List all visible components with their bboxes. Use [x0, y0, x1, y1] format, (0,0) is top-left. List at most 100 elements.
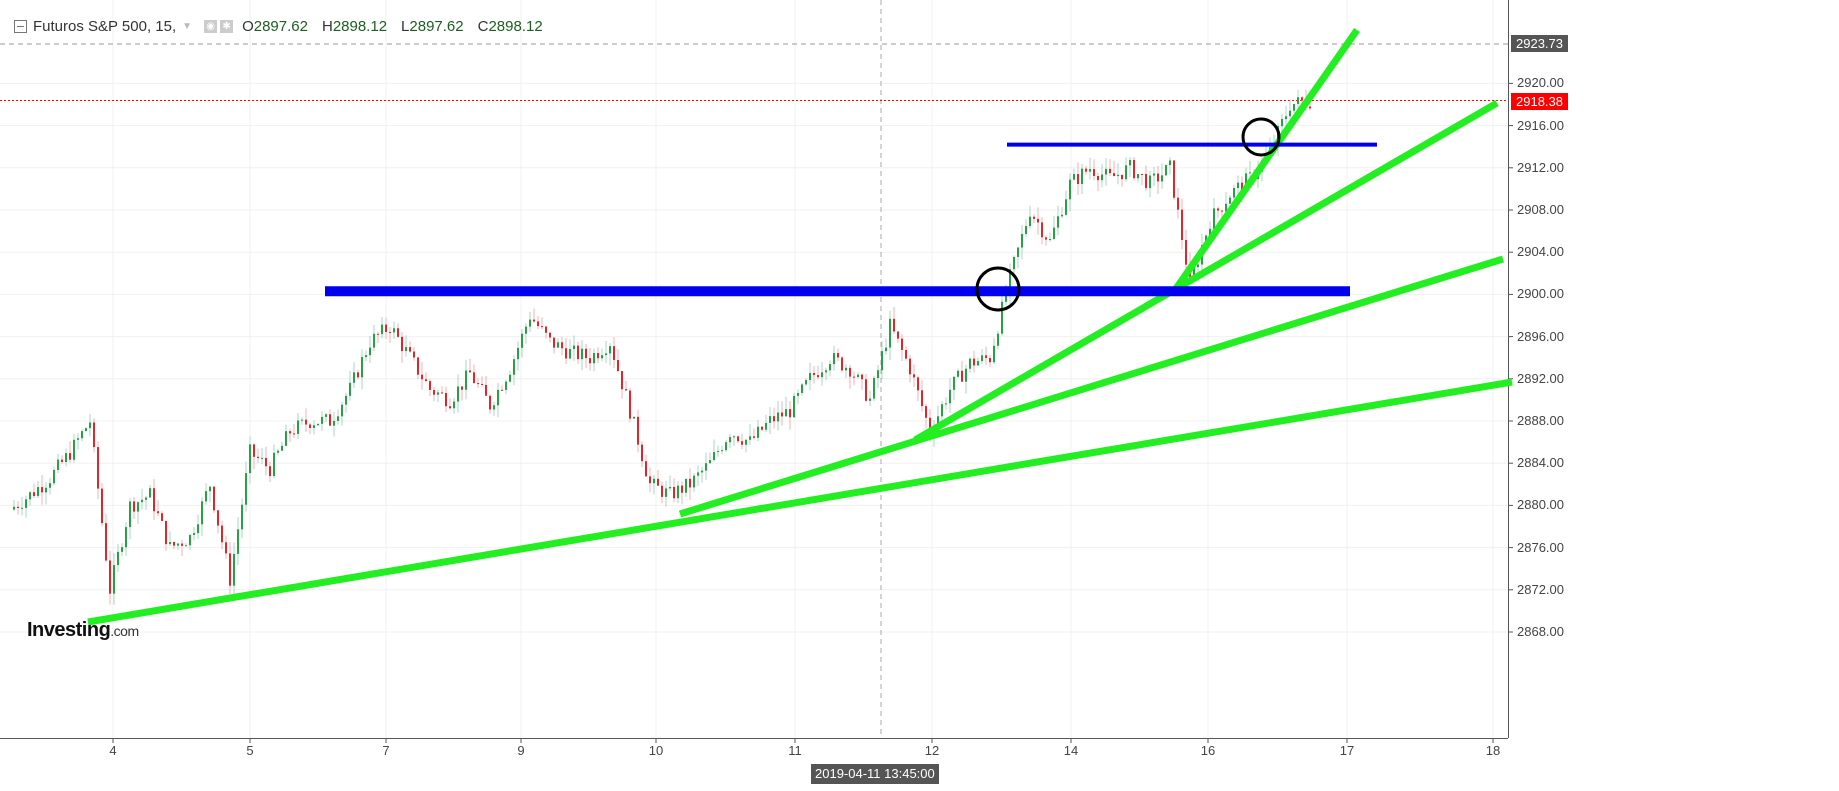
candle-body: [81, 431, 83, 439]
candle-body: [773, 416, 775, 422]
candle-body: [241, 504, 243, 530]
candle-body: [701, 470, 703, 473]
candle-body: [309, 424, 311, 429]
breakout-circle: [975, 266, 1021, 312]
candle-body: [201, 501, 203, 525]
candle-body: [265, 457, 267, 467]
candle-body: [453, 401, 455, 409]
candle-body: [861, 374, 863, 380]
x-tick-label: 9: [517, 743, 525, 758]
candle-body: [929, 417, 931, 436]
candle-body: [725, 442, 727, 451]
candle-body: [1285, 116, 1287, 120]
candle-body: [561, 342, 563, 349]
candle-body: [85, 428, 87, 432]
candle-body: [837, 353, 839, 358]
candle-body: [473, 372, 475, 384]
candle-body: [253, 444, 255, 457]
candle-body: [881, 351, 883, 371]
candle-body: [633, 416, 635, 419]
candle-body: [1281, 119, 1283, 127]
candle-body: [925, 406, 927, 418]
candle-body: [221, 525, 223, 543]
candle-body: [1213, 208, 1215, 229]
candle-body: [957, 370, 959, 377]
candle-body: [93, 422, 95, 448]
candle-body: [849, 367, 851, 377]
candle-body: [917, 377, 919, 391]
candle-body: [565, 348, 567, 359]
candle-body: [233, 553, 235, 586]
candle-body: [209, 486, 211, 492]
candle-body: [1097, 175, 1099, 181]
candle-body: [1037, 218, 1039, 223]
candle-body: [281, 445, 283, 451]
candle-body: [1113, 173, 1115, 177]
candle-body: [777, 412, 779, 422]
gear-icon[interactable]: ✱: [220, 19, 234, 33]
candle-body: [161, 513, 163, 521]
candle-body: [373, 333, 375, 348]
candle-body: [1085, 168, 1087, 172]
candle-body: [817, 375, 819, 378]
candle-body: [337, 416, 339, 421]
candle-body: [405, 347, 407, 352]
candle-body: [757, 426, 759, 438]
candle-body: [541, 326, 543, 328]
candle-body: [549, 332, 551, 338]
y-tick-label: 2884.00: [1517, 455, 1564, 471]
candle-body: [689, 478, 691, 488]
candle-body: [361, 357, 363, 378]
candle-body: [33, 492, 35, 496]
x-tick-label: 18: [1485, 743, 1501, 758]
candle-body: [1209, 228, 1211, 236]
candle-body: [121, 547, 123, 552]
candle-body: [789, 409, 791, 418]
candle-body: [1045, 237, 1047, 240]
candle-body: [589, 358, 591, 364]
candle-body: [461, 386, 463, 390]
collapse-icon[interactable]: [14, 19, 27, 33]
candle-body: [17, 506, 19, 509]
candle-body: [885, 347, 887, 352]
candle-body: [845, 367, 847, 371]
candle-body: [289, 431, 291, 434]
candle-body: [301, 419, 303, 421]
candle-body: [1009, 269, 1011, 294]
candle-body: [801, 384, 803, 393]
candle-body: [585, 348, 587, 359]
candle-body: [1021, 233, 1023, 248]
candle-body: [977, 361, 979, 366]
candle-body: [797, 392, 799, 396]
candle-body: [109, 560, 111, 594]
x-tick-label: 14: [1063, 743, 1079, 758]
candle-body: [829, 364, 831, 371]
candle-body: [409, 347, 411, 352]
candle-body: [577, 345, 579, 360]
breakout-circle: [1241, 117, 1281, 157]
candle-body: [157, 511, 159, 514]
candle-body: [29, 492, 31, 500]
candle-body: [205, 491, 207, 502]
candle-body: [1121, 174, 1123, 180]
candle-body: [1049, 239, 1051, 241]
candle-body: [1081, 168, 1083, 185]
candle-body: [177, 543, 179, 546]
candle-body: [1161, 175, 1163, 182]
candle-body: [1229, 197, 1231, 204]
candle-body: [333, 420, 335, 426]
eye-icon[interactable]: ◉: [204, 19, 218, 33]
candle-body: [445, 392, 447, 407]
candle-body: [1289, 110, 1291, 117]
candle-body: [349, 382, 351, 396]
open-value: O2897.62: [242, 17, 308, 35]
candle-body: [913, 374, 915, 378]
candle-body: [1241, 182, 1243, 192]
chevron-down-icon[interactable]: ▼: [182, 20, 193, 32]
candle-body: [669, 486, 671, 489]
candle-body: [381, 324, 383, 335]
candle-body: [101, 488, 103, 524]
candle-body: [841, 357, 843, 371]
candle-body: [1029, 216, 1031, 227]
